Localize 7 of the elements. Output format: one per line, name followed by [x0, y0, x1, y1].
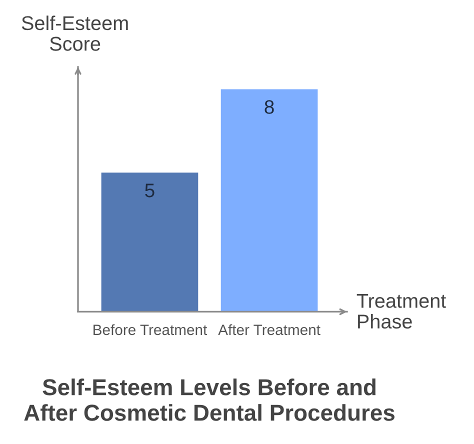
- text: Self-Esteem Levels Before and After Cosmetic Dental Procedures: [24, 378, 395, 421]
- data-label: 8: [264, 100, 274, 114]
- data-label: 5: [145, 184, 154, 198]
- y-axis-title: Self-Esteem Score: [22, 16, 128, 51]
- x-axis-title: Treatment Phase: [356, 294, 446, 329]
- x-tick-label: After Treatment: [218, 324, 320, 336]
- x-tick-label: Before Treatment: [94, 324, 208, 336]
